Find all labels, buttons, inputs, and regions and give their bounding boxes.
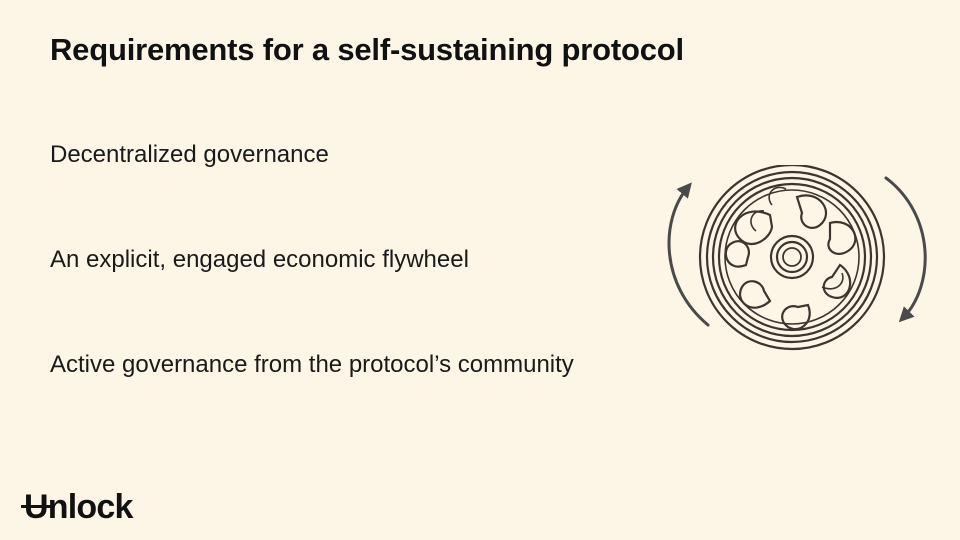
bullet-economic-flywheel: An explicit, engaged economic flywheel [50, 246, 469, 273]
left-rotation-arrow-icon [667, 182, 710, 327]
bullet-decentralized-governance: Decentralized governance [50, 141, 329, 168]
unlock-logo: Unlock [21, 488, 134, 527]
right-rotation-arrow-icon [884, 176, 927, 323]
wheel-icon [698, 165, 886, 351]
logo-strike-bar [21, 505, 51, 508]
logo-text: nlock [47, 488, 134, 526]
slide-title: Requirements for a self-sustaining proto… [50, 32, 684, 67]
bullet-active-governance: Active governance from the protocol’s co… [50, 351, 574, 378]
flywheel-icon [667, 165, 927, 351]
logo-letter-u: U [21, 488, 51, 527]
